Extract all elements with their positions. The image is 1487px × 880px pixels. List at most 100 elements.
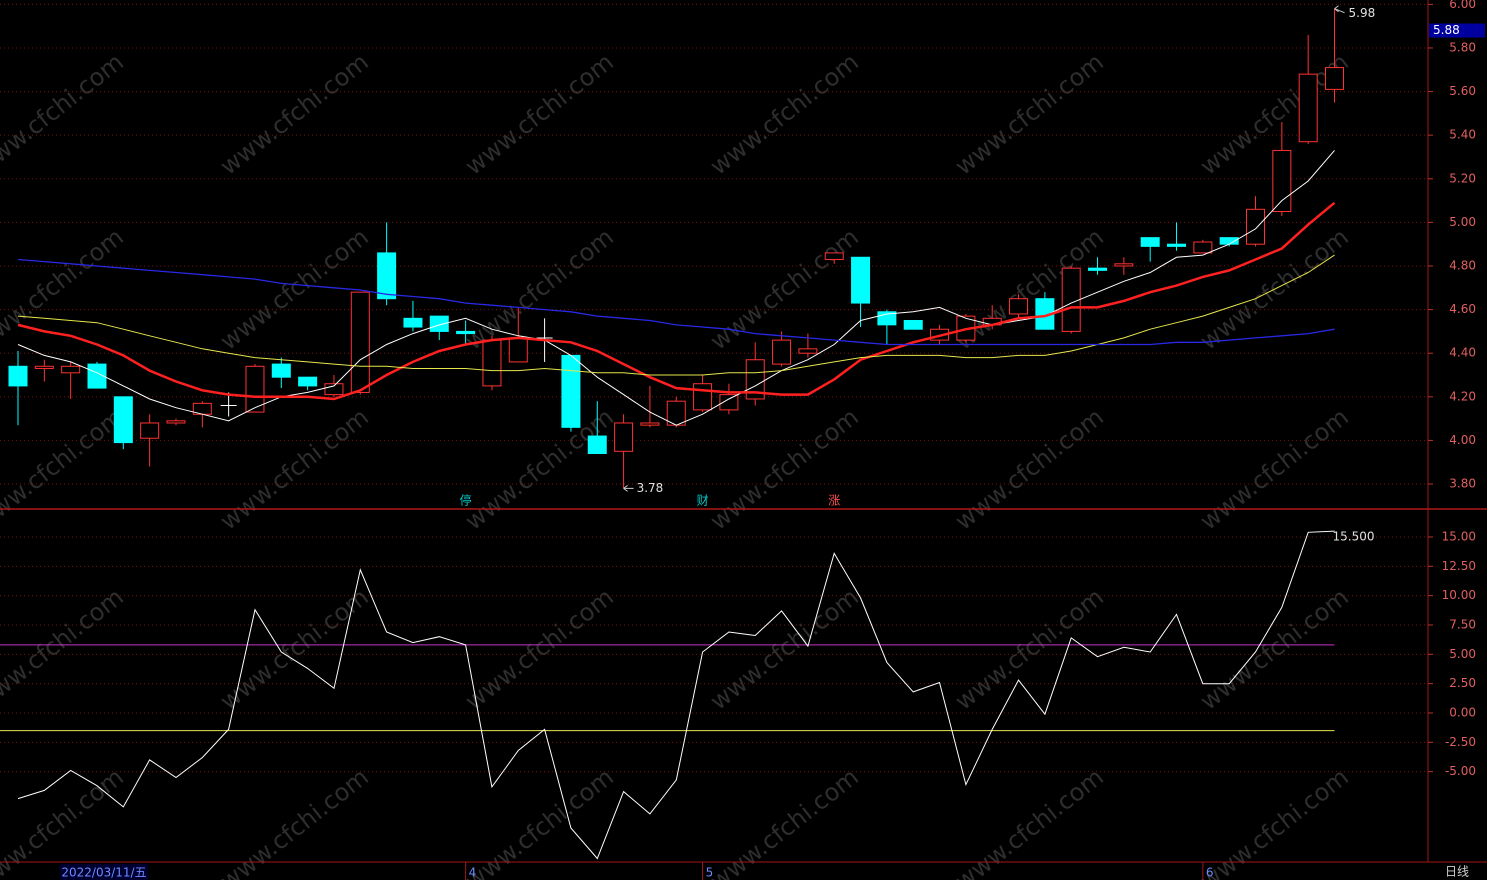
watermark: www.cfchi.com (215, 583, 374, 716)
watermark: www.cfchi.com (460, 403, 619, 536)
watermark: www.cfchi.com (0, 48, 129, 181)
candle-body (508, 337, 528, 363)
candle-body (1061, 267, 1081, 332)
candle-body (903, 319, 923, 330)
watermark: www.cfchi.com (1195, 403, 1354, 536)
watermark: www.cfchi.com (0, 403, 129, 536)
candle-body (719, 394, 739, 411)
candle-body (377, 252, 397, 300)
candle-body (614, 422, 634, 452)
candle-body (587, 435, 607, 454)
y-tick-label: 4.40 (1449, 346, 1476, 360)
line-series (17, 258, 1335, 346)
watermark: www.cfchi.com (705, 403, 864, 536)
watermark: www.cfchi.com (460, 48, 619, 181)
line-series (17, 254, 1335, 376)
watermark: www.cfchi.com (705, 48, 864, 181)
watermark: www.cfchi.com (460, 583, 619, 716)
candle-body (640, 422, 660, 426)
candle-body (1114, 263, 1134, 267)
candle-body (1140, 237, 1160, 247)
y-tick-label: 6.00 (1449, 0, 1476, 11)
watermark: www.cfchi.com (950, 48, 1109, 181)
watermark: www.cfchi.com (215, 403, 374, 536)
candle-body (798, 348, 818, 354)
candle-body (561, 354, 581, 428)
watermark: www.cfchi.com (950, 583, 1109, 716)
candle-body (140, 422, 160, 439)
candle-body (851, 256, 871, 304)
y-tick-label: 5.20 (1449, 171, 1476, 185)
candle-body (1088, 267, 1108, 271)
candle-body (298, 376, 318, 387)
last-price-box (1429, 23, 1485, 38)
watermark: www.cfchi.com (460, 223, 619, 356)
y-tick-label: 4.20 (1449, 389, 1476, 403)
line-series (17, 201, 1336, 401)
candle-body (772, 339, 792, 365)
last-price-label: 5.88 (1433, 23, 1460, 37)
date-box (60, 864, 148, 880)
line-series (17, 150, 1335, 426)
candle-body (350, 291, 370, 393)
candle-body (1009, 298, 1029, 315)
candle-body (8, 365, 28, 387)
candle-body (1193, 241, 1213, 254)
x-tick-label: 5 (706, 866, 714, 880)
candle-body (1325, 67, 1344, 90)
candle-body (166, 420, 186, 424)
watermarks: www.cfchi.com www.cfchi.com www.cfchi.com w… (0, 48, 1354, 880)
candle-body (1298, 73, 1318, 143)
candle-body (429, 315, 449, 332)
low-arrow (623, 484, 634, 492)
period-label[interactable]: 日线 (1445, 865, 1469, 879)
y-tick-label: 5.80 (1449, 40, 1476, 54)
y-tick-label: 12.50 (1442, 559, 1476, 573)
candle-body (482, 339, 502, 387)
event-marker[interactable]: 财 (697, 494, 709, 508)
event-marker[interactable]: 涨 (828, 493, 840, 508)
watermark: www.cfchi.com (1195, 583, 1354, 716)
candle-body (324, 383, 344, 396)
candle-body (271, 363, 291, 378)
line-series (17, 530, 1335, 860)
event-marker[interactable]: 停 (460, 493, 472, 508)
watermark: www.cfchi.com (0, 583, 129, 716)
y-tick-label: 10.00 (1442, 588, 1476, 602)
candle-body (245, 365, 265, 413)
high-arrow (1334, 5, 1345, 14)
candle-body (745, 359, 765, 400)
candle-body (1246, 208, 1266, 245)
y-tick-label: 5.00 (1449, 647, 1476, 661)
date-label: 2022/03/11/五 (61, 866, 146, 880)
candle-body (87, 363, 107, 389)
candle-body (456, 330, 476, 335)
watermark: www.cfchi.com (215, 48, 374, 181)
x-tick-label: 4 (469, 866, 477, 880)
candle-body (1167, 243, 1187, 247)
candle-body (61, 365, 81, 374)
x-tick-label: 6 (1206, 866, 1214, 880)
y-tick-label: 0.00 (1449, 705, 1476, 719)
y-tick-label: 4.00 (1449, 433, 1476, 447)
high-label: 5.98 (1349, 6, 1376, 20)
y-tick-label: 5.60 (1449, 84, 1476, 98)
y-tick-label: 4.80 (1449, 258, 1476, 272)
candle-body (1272, 149, 1292, 212)
y-tick-label: -2.50 (1445, 735, 1476, 749)
watermark: www.cfchi.com (950, 403, 1109, 536)
candle-body (403, 317, 423, 328)
watermark: www.cfchi.com (705, 583, 864, 716)
y-tick-label: 2.50 (1449, 676, 1476, 690)
y-tick-label: 5.40 (1449, 128, 1476, 142)
y-tick-label: 7.50 (1449, 617, 1476, 631)
candle-body (824, 252, 844, 260)
y-tick-label: 4.60 (1449, 302, 1476, 316)
last-value-label: 15.500 (1333, 530, 1375, 544)
candle-body (113, 396, 133, 444)
candle-body (693, 383, 713, 411)
candle-body (34, 365, 54, 369)
y-tick-label: 5.00 (1449, 215, 1476, 229)
